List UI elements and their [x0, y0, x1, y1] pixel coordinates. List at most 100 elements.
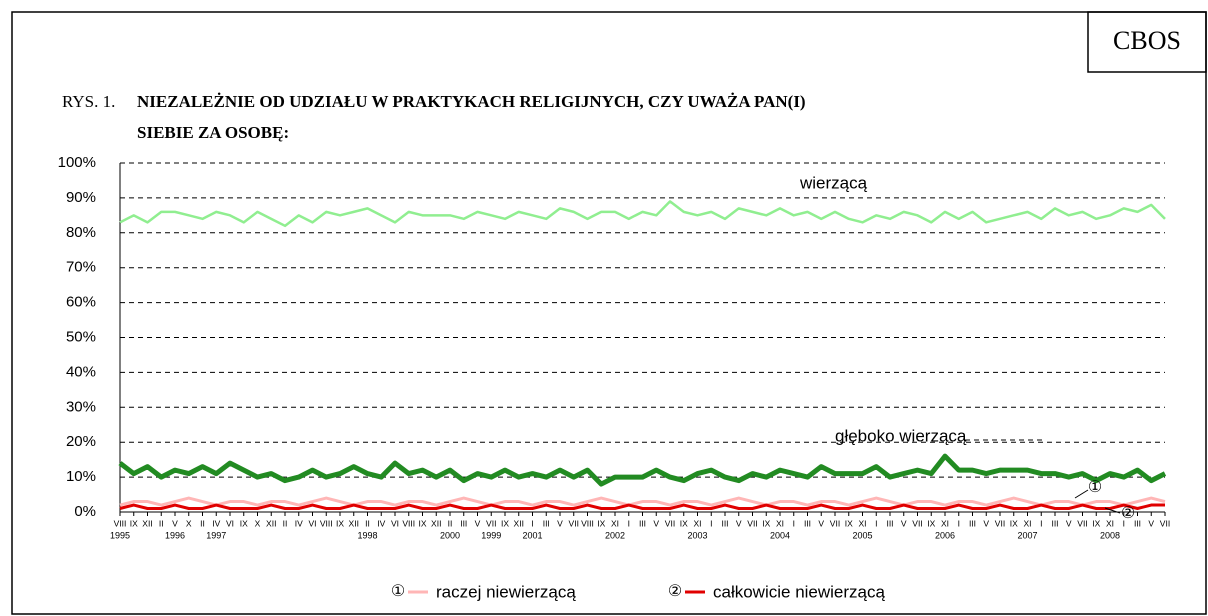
y-tick-label: 40% [66, 363, 96, 380]
title: SIEBIE ZA OSOBĘ: [137, 123, 289, 142]
y-tick-label: 60% [66, 294, 96, 311]
year-label: 2002 [605, 530, 625, 540]
x-tick-label: I [628, 518, 630, 528]
x-tick-label: XI [611, 518, 619, 528]
title-prefix: RYS. 1. [62, 92, 115, 111]
x-tick-label: V [557, 518, 563, 528]
x-tick-label: II [159, 518, 164, 528]
x-tick-label: X [186, 518, 192, 528]
year-label: 1996 [165, 530, 185, 540]
year-label: 1999 [481, 530, 501, 540]
frame [11, 11, 1207, 615]
x-tick-label: V [172, 518, 178, 528]
series-line [119, 503, 1165, 511]
badge: CBOS [1113, 26, 1181, 55]
x-tick-label: IX [1010, 518, 1018, 528]
x-tick-label: XI [1106, 518, 1114, 528]
legend-symbol: ① [391, 583, 405, 600]
y-tick-label: 90% [66, 189, 96, 206]
x-tick-label: V [983, 518, 989, 528]
series-line [119, 200, 1166, 228]
x-tick-label: VIII [581, 518, 594, 528]
x-tick-label: XI [1023, 518, 1031, 528]
year-label: 1998 [357, 530, 377, 540]
x-tick-label: V [653, 518, 659, 528]
x-tick-label: XI [776, 518, 784, 528]
annotation-leader [1074, 489, 1089, 499]
legend-label: całkowicie niewierzącą [713, 582, 886, 601]
x-tick-label: IX [597, 518, 605, 528]
x-tick-label: V [818, 518, 824, 528]
x-tick-label: IX [418, 518, 426, 528]
badge-box [1087, 11, 1207, 73]
x-tick-label: IV [377, 518, 385, 528]
x-tick-label: IX [845, 518, 853, 528]
x-tick-label: I [875, 518, 877, 528]
series-symbol: ① [1088, 479, 1102, 496]
x-tick-label: VII [665, 518, 675, 528]
x-tick-label: XI [693, 518, 701, 528]
year-label: 2001 [522, 530, 542, 540]
x-tick-label: III [721, 518, 728, 528]
x-tick-label: VII [747, 518, 757, 528]
x-tick-label: IX [1092, 518, 1100, 528]
x-tick-label: IX [130, 518, 138, 528]
x-tick-label: VII [995, 518, 1005, 528]
x-tick-label: IX [501, 518, 509, 528]
x-tick-label: VI [308, 518, 316, 528]
x-tick-label: VI [226, 518, 234, 528]
x-tick-label: III [639, 518, 646, 528]
x-tick-label: II [283, 518, 288, 528]
x-tick-label: XI [858, 518, 866, 528]
x-tick-label: V [901, 518, 907, 528]
x-tick-label: I [531, 518, 533, 528]
year-label: 2008 [1100, 530, 1120, 540]
series-line [118, 453, 1167, 487]
x-tick-label: V [1066, 518, 1072, 528]
x-tick-label: II [448, 518, 453, 528]
legend-label: raczej niewierzącą [436, 582, 576, 601]
series-annotation: głęboko wierzącą [835, 426, 967, 445]
x-tick-label: VII [486, 518, 496, 528]
x-tick-label: I [710, 518, 712, 528]
year-label: 2005 [852, 530, 872, 540]
x-tick-label: V [736, 518, 742, 528]
x-tick-label: VIII [402, 518, 415, 528]
x-tick-label: VII [830, 518, 840, 528]
x-tick-label: XII [266, 518, 276, 528]
x-tick-label: IX [927, 518, 935, 528]
x-tick-label: IV [295, 518, 303, 528]
x-tick-label: IX [240, 518, 248, 528]
year-label: 2007 [1017, 530, 1037, 540]
year-label: 2004 [770, 530, 790, 540]
x-tick-label: XII [349, 518, 359, 528]
year-label: 2000 [440, 530, 460, 540]
y-tick-label: 100% [58, 154, 96, 171]
x-tick-label: X [255, 518, 261, 528]
y-tick-label: 50% [66, 328, 96, 345]
x-tick-label: I [793, 518, 795, 528]
y-tick-label: 70% [66, 259, 96, 276]
series-annotation: wierzącą [799, 173, 868, 192]
x-tick-label: XII [431, 518, 441, 528]
x-tick-label: IV [212, 518, 220, 528]
y-tick-label: 80% [66, 224, 96, 241]
year-label: 1997 [206, 530, 226, 540]
x-tick-label: IX [336, 518, 344, 528]
series-line [119, 496, 1166, 507]
x-tick-label: VII [1160, 518, 1170, 528]
y-tick-label: 10% [66, 468, 96, 485]
year-label: 2006 [935, 530, 955, 540]
x-tick-label: I [1040, 518, 1042, 528]
x-tick-label: VII [569, 518, 579, 528]
x-tick-label: XII [514, 518, 524, 528]
x-tick-label: VIII [114, 518, 127, 528]
x-tick-label: IX [680, 518, 688, 528]
x-tick-label: III [1134, 518, 1141, 528]
y-tick-label: 0% [74, 503, 96, 520]
x-tick-label: II [200, 518, 205, 528]
x-tick-label: XII [142, 518, 152, 528]
year-label: 1995 [110, 530, 130, 540]
annotation-leader [1104, 507, 1121, 514]
x-tick-label: I [958, 518, 960, 528]
